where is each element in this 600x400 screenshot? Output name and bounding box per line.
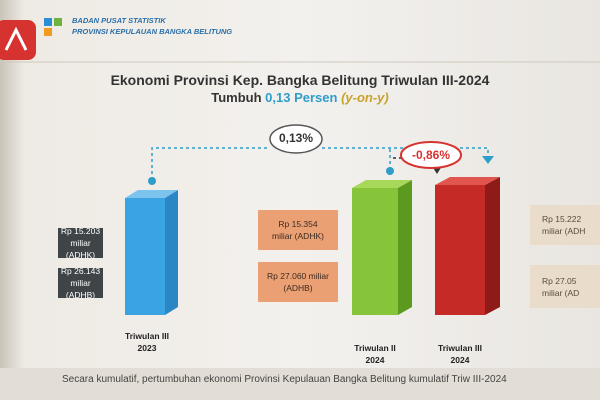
period-year: 2024 xyxy=(450,355,470,365)
growth-yoy: 0,13% xyxy=(278,131,314,145)
watermark-icon xyxy=(0,20,36,60)
period-name: Triwulan II xyxy=(354,343,396,353)
org-name: BADAN PUSAT STATISTIK xyxy=(72,16,166,25)
bar-q2-2024 xyxy=(352,180,412,315)
bps-logo xyxy=(44,18,62,36)
title: Ekonomi Provinsi Kep. Bangka Belitung Tr… xyxy=(110,72,490,88)
value-box: Rp 15.354 miliar (ADHK) xyxy=(258,210,338,250)
period-name: Triwulan III xyxy=(438,343,482,353)
value-text: Rp 26.143 miliar xyxy=(60,266,101,288)
subtitle-growth: 0,13 Persen xyxy=(265,90,338,105)
period-label: Triwulan II 2024 xyxy=(340,342,410,366)
value-text: (ADHB) xyxy=(65,290,96,300)
value-text: (ADHB) xyxy=(283,283,313,293)
value-text: miliar (ADHK) xyxy=(272,231,324,241)
value-text: miliar (ADH xyxy=(542,226,586,236)
value-box: Rp 15.222 miliar (ADH xyxy=(530,205,600,245)
value-text: miliar (AD xyxy=(542,287,580,298)
period-name: Triwulan III xyxy=(125,331,169,341)
growth-qoq: -0,86% xyxy=(411,148,451,162)
period-label: Triwulan III 2023 xyxy=(112,330,182,354)
value-text: Rp 15.203 xyxy=(60,226,101,236)
org-region: PROVINSI KEPULAUAN BANGKA BELITUNG xyxy=(72,27,233,36)
value-text: Rp 27.05 xyxy=(542,275,577,286)
subtitle-prefix: Tumbuh xyxy=(211,90,262,105)
value-box: Rp 15.203 miliar (ADHK) xyxy=(58,226,103,260)
value-text: Rp 15.222 xyxy=(542,214,582,224)
bar-2023 xyxy=(125,190,178,315)
subtitle-basis: (y-on-y) xyxy=(341,90,389,105)
period-year: 2024 xyxy=(365,355,385,365)
period-label: Triwulan III 2024 xyxy=(425,342,495,366)
period-year: 2023 xyxy=(137,343,157,353)
bar-q3-2024 xyxy=(435,177,500,315)
value-text: Rp 15.354 xyxy=(278,219,318,229)
value-text: miliar (ADHK) xyxy=(65,238,96,260)
value-box: Rp 26.143 miliar (ADHB) xyxy=(58,266,103,300)
value-box: Rp 27.060 miliar (ADHB) xyxy=(258,262,338,302)
value-box: Rp 27.05 miliar (AD xyxy=(530,265,600,308)
value-text: Rp 27.060 miliar xyxy=(267,271,329,281)
subtitle: Tumbuh 0,13 Persen (y-on-y) xyxy=(0,90,600,105)
footer-note: Secara kumulatif, pertumbuhan ekonomi Pr… xyxy=(62,374,507,385)
